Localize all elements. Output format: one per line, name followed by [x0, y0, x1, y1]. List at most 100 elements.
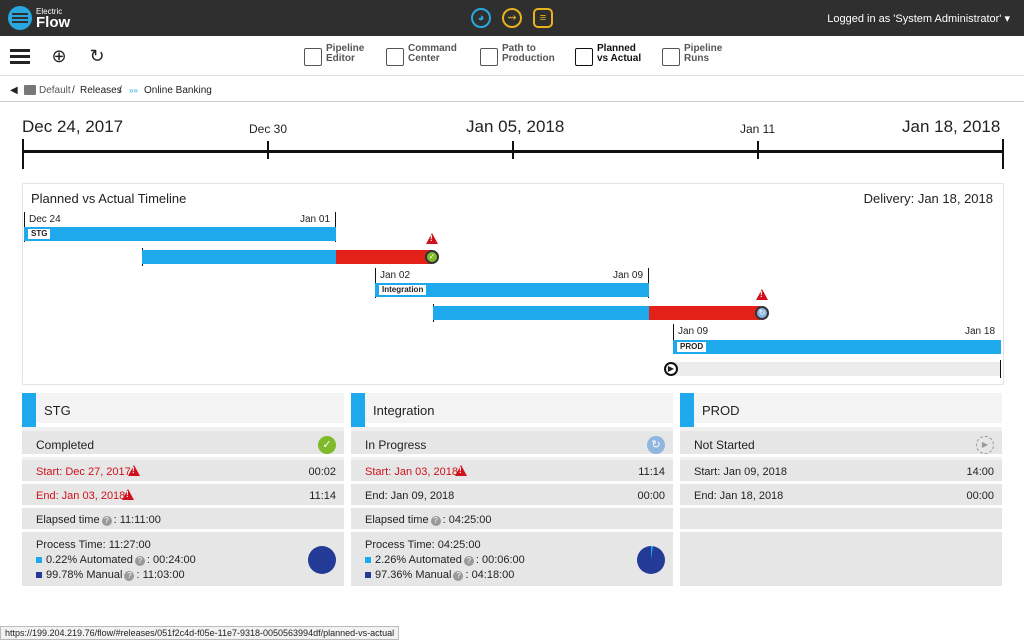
stg-overrun-bar[interactable]: [336, 250, 432, 264]
nav-label: Editor: [326, 53, 355, 64]
axis-tick: [1002, 139, 1004, 169]
timeline-panel: Planned vs Actual Timeline Delivery: Jan…: [22, 183, 1004, 385]
nav-path-to-production[interactable]: Path to Production: [480, 44, 556, 70]
help-icon[interactable]: ?: [430, 516, 441, 526]
help-icon[interactable]: ?: [134, 556, 145, 566]
integration-start-date: Jan 02: [380, 270, 411, 281]
process-row: Process Time: 11:27:00 0.22% Automated?:…: [22, 532, 344, 586]
start-time: 14:00: [966, 466, 994, 478]
help-icon[interactable]: ?: [453, 571, 464, 581]
chart-icon: [386, 48, 404, 66]
process-pie-chart[interactable]: [308, 546, 336, 574]
stg-planned-bar[interactable]: STG: [24, 227, 336, 241]
breadcrumb-separator: /: [119, 85, 122, 96]
deploy-icon[interactable]: ⇝: [502, 8, 522, 28]
stage-boundary: [673, 324, 674, 354]
stg-end-date: Jan 01: [300, 214, 331, 225]
card-title: STG: [44, 403, 71, 418]
pencil-icon: [304, 48, 322, 66]
integration-actual-bar[interactable]: [433, 306, 649, 320]
breadcrumb-default[interactable]: Default: [39, 85, 71, 96]
refresh-icon[interactable]: ↻: [89, 46, 105, 66]
process-pie-chart[interactable]: [637, 546, 665, 574]
electric-flow-logo[interactable]: Electric Flow: [8, 6, 98, 31]
prod-actual-bar[interactable]: [675, 362, 1001, 376]
delivery-date: Delivery: Jan 18, 2018: [863, 191, 993, 206]
help-icon[interactable]: ?: [463, 556, 474, 566]
integration-overrun-bar[interactable]: [649, 306, 760, 320]
grid-icon: [480, 48, 498, 66]
end-time: 11:14: [309, 490, 336, 502]
process-time: Process Time: 11:27:00: [36, 539, 151, 551]
back-icon[interactable]: ◀: [10, 85, 18, 96]
axis-tick: [267, 141, 269, 159]
warning-icon: [455, 465, 467, 476]
calendar-icon[interactable]: ≡: [533, 8, 553, 28]
manual-time: : 11:03:00: [136, 569, 185, 581]
automated-percent: 0.22% Automated: [46, 554, 133, 566]
elapsed-label: Elapsed time: [36, 514, 100, 526]
elapsed-row: [680, 508, 1002, 532]
not-started-icon: ▶: [976, 436, 994, 454]
elapsed-value: : 11:11:00: [113, 514, 161, 526]
card-accent: [680, 393, 694, 427]
help-icon[interactable]: ?: [101, 516, 112, 526]
user-menu[interactable]: Logged in as 'System Administrator' ▾: [827, 13, 1010, 25]
manual-percent: 99.78% Manual: [46, 569, 123, 581]
stage-card-integration: Integration In Progress ↻ Start: Jan 03,…: [351, 393, 673, 586]
start-row: Start: Jan 03, 2018 11:14: [351, 460, 673, 484]
card-title: PROD: [702, 403, 740, 418]
start-time: 11:14: [638, 466, 665, 478]
manual-legend-swatch: [36, 572, 42, 578]
breadcrumb-separator: /: [72, 85, 75, 96]
crosshair-icon[interactable]: ⊕: [51, 46, 67, 66]
prod-planned-bar[interactable]: PROD: [673, 340, 1001, 354]
manual-percent: 97.36% Manual: [375, 569, 452, 581]
process-row: [680, 532, 1002, 586]
in-progress-icon: ↻: [755, 306, 769, 320]
list-icon: [662, 48, 680, 66]
nav-planned-vs-actual[interactable]: Planned vs Actual: [575, 44, 643, 70]
axis-mid-label: Jan 05, 2018: [466, 117, 565, 136]
axis-start-label: Dec 24, 2017: [22, 117, 124, 136]
stage-boundary: [1000, 360, 1001, 378]
elapsed-row: Elapsed time?: 11:11:00: [22, 508, 344, 532]
panel-title: Planned vs Actual Timeline: [31, 191, 187, 206]
warning-icon: [426, 233, 438, 244]
automated-percent: 2.26% Automated: [375, 554, 462, 566]
card-title: Integration: [373, 403, 435, 418]
breadcrumb-current: Online Banking: [144, 85, 212, 96]
integration-planned-bar[interactable]: Integration: [375, 283, 649, 297]
nav-command-center[interactable]: Command Center: [386, 44, 458, 70]
end-time: 00:00: [637, 490, 665, 502]
timeline-icon: [575, 48, 593, 66]
status-label: Completed: [36, 438, 95, 452]
stg-actual-bar[interactable]: [142, 250, 336, 264]
card-header: Integration: [351, 393, 673, 427]
help-icon[interactable]: ?: [124, 571, 135, 581]
nav-label: Runs: [684, 53, 709, 64]
end-date: End: Jan 03, 2018: [36, 490, 126, 502]
completed-icon: ✓: [318, 436, 336, 454]
stg-start-date: Dec 24: [29, 214, 61, 225]
top-bar: Electric Flow ◕ ⇝ ≡ Logged in as 'System…: [0, 0, 1024, 36]
axis-tick: [512, 141, 514, 159]
nav-pipeline-editor[interactable]: Pipeline Editor: [304, 44, 368, 70]
automated-legend-swatch: [365, 557, 371, 563]
status-row: In Progress ↻: [351, 431, 673, 457]
prod-tag: PROD: [677, 342, 707, 352]
axis-tick: [22, 139, 24, 169]
breadcrumb-releases[interactable]: Releases: [80, 85, 122, 96]
nav-pipeline-runs[interactable]: Pipeline Runs: [662, 44, 726, 70]
warning-icon: [756, 289, 768, 300]
axis-tick-label: Dec 30: [249, 122, 288, 136]
end-row: End: Jan 09, 2018 00:00: [351, 484, 673, 508]
manual-time: : 04:18:00: [465, 569, 515, 581]
dashboard-icon[interactable]: ◕: [471, 8, 491, 28]
menu-icon[interactable]: [10, 46, 32, 68]
process-time: Process Time: 04:25:00: [365, 539, 481, 551]
integration-tag: Integration: [379, 285, 427, 295]
elapsed-row: Elapsed time?: 04:25:00: [351, 508, 673, 532]
end-row: End: Jan 18, 2018 00:00: [680, 484, 1002, 508]
process-row: Process Time: 04:25:00 2.26% Automated?:…: [351, 532, 673, 586]
